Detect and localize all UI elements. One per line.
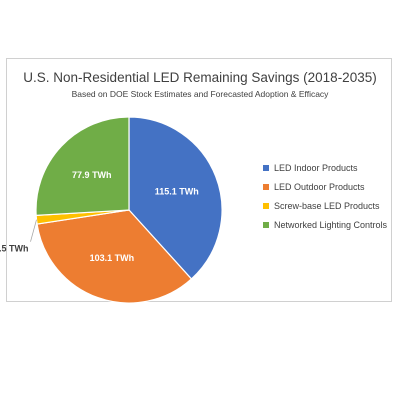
legend-label-2: Screw-base LED Products	[274, 200, 380, 211]
legend-item-1: LED Outdoor Products	[263, 177, 387, 196]
chart-subtitle: Based on DOE Stock Estimates and Forecas…	[71, 89, 329, 99]
pie-slice-3	[35, 116, 130, 216]
chart-title: U.S. Non-Residential LED Remaining Savin…	[23, 70, 377, 85]
pie-slice-1	[36, 209, 193, 304]
pie-labels: 115.1 TWh 103.1 TWh 4.5 TWh 77.9 TWh	[0, 170, 199, 263]
data-label-2: 4.5 TWh	[0, 244, 29, 254]
data-label-1: 103.1 TWh	[90, 253, 135, 263]
legend-label-3: Networked Lighting Controls	[274, 219, 388, 230]
leader-line-2	[30, 219, 37, 242]
data-label-0: 115.1 TWh	[155, 187, 199, 197]
legend-item-2: Screw-base LED Products	[263, 196, 387, 215]
legend-swatch-0	[263, 164, 269, 171]
pie-slices	[35, 116, 223, 304]
data-label-3: 77.9 TWh	[72, 170, 112, 180]
legend-item-3: Networked Lighting Controls	[263, 215, 387, 234]
legend-swatch-2	[263, 202, 269, 209]
legend-label-0: LED Indoor Products	[274, 162, 358, 173]
legend-swatch-1	[263, 183, 269, 190]
legend-label-1: LED Outdoor Products	[274, 181, 365, 192]
chart-legend: LED Indoor Products LED Outdoor Products S…	[263, 158, 387, 234]
legend-swatch-3	[263, 221, 269, 228]
legend-item-0: LED Indoor Products	[263, 158, 387, 177]
pie-slice-0	[128, 116, 223, 280]
